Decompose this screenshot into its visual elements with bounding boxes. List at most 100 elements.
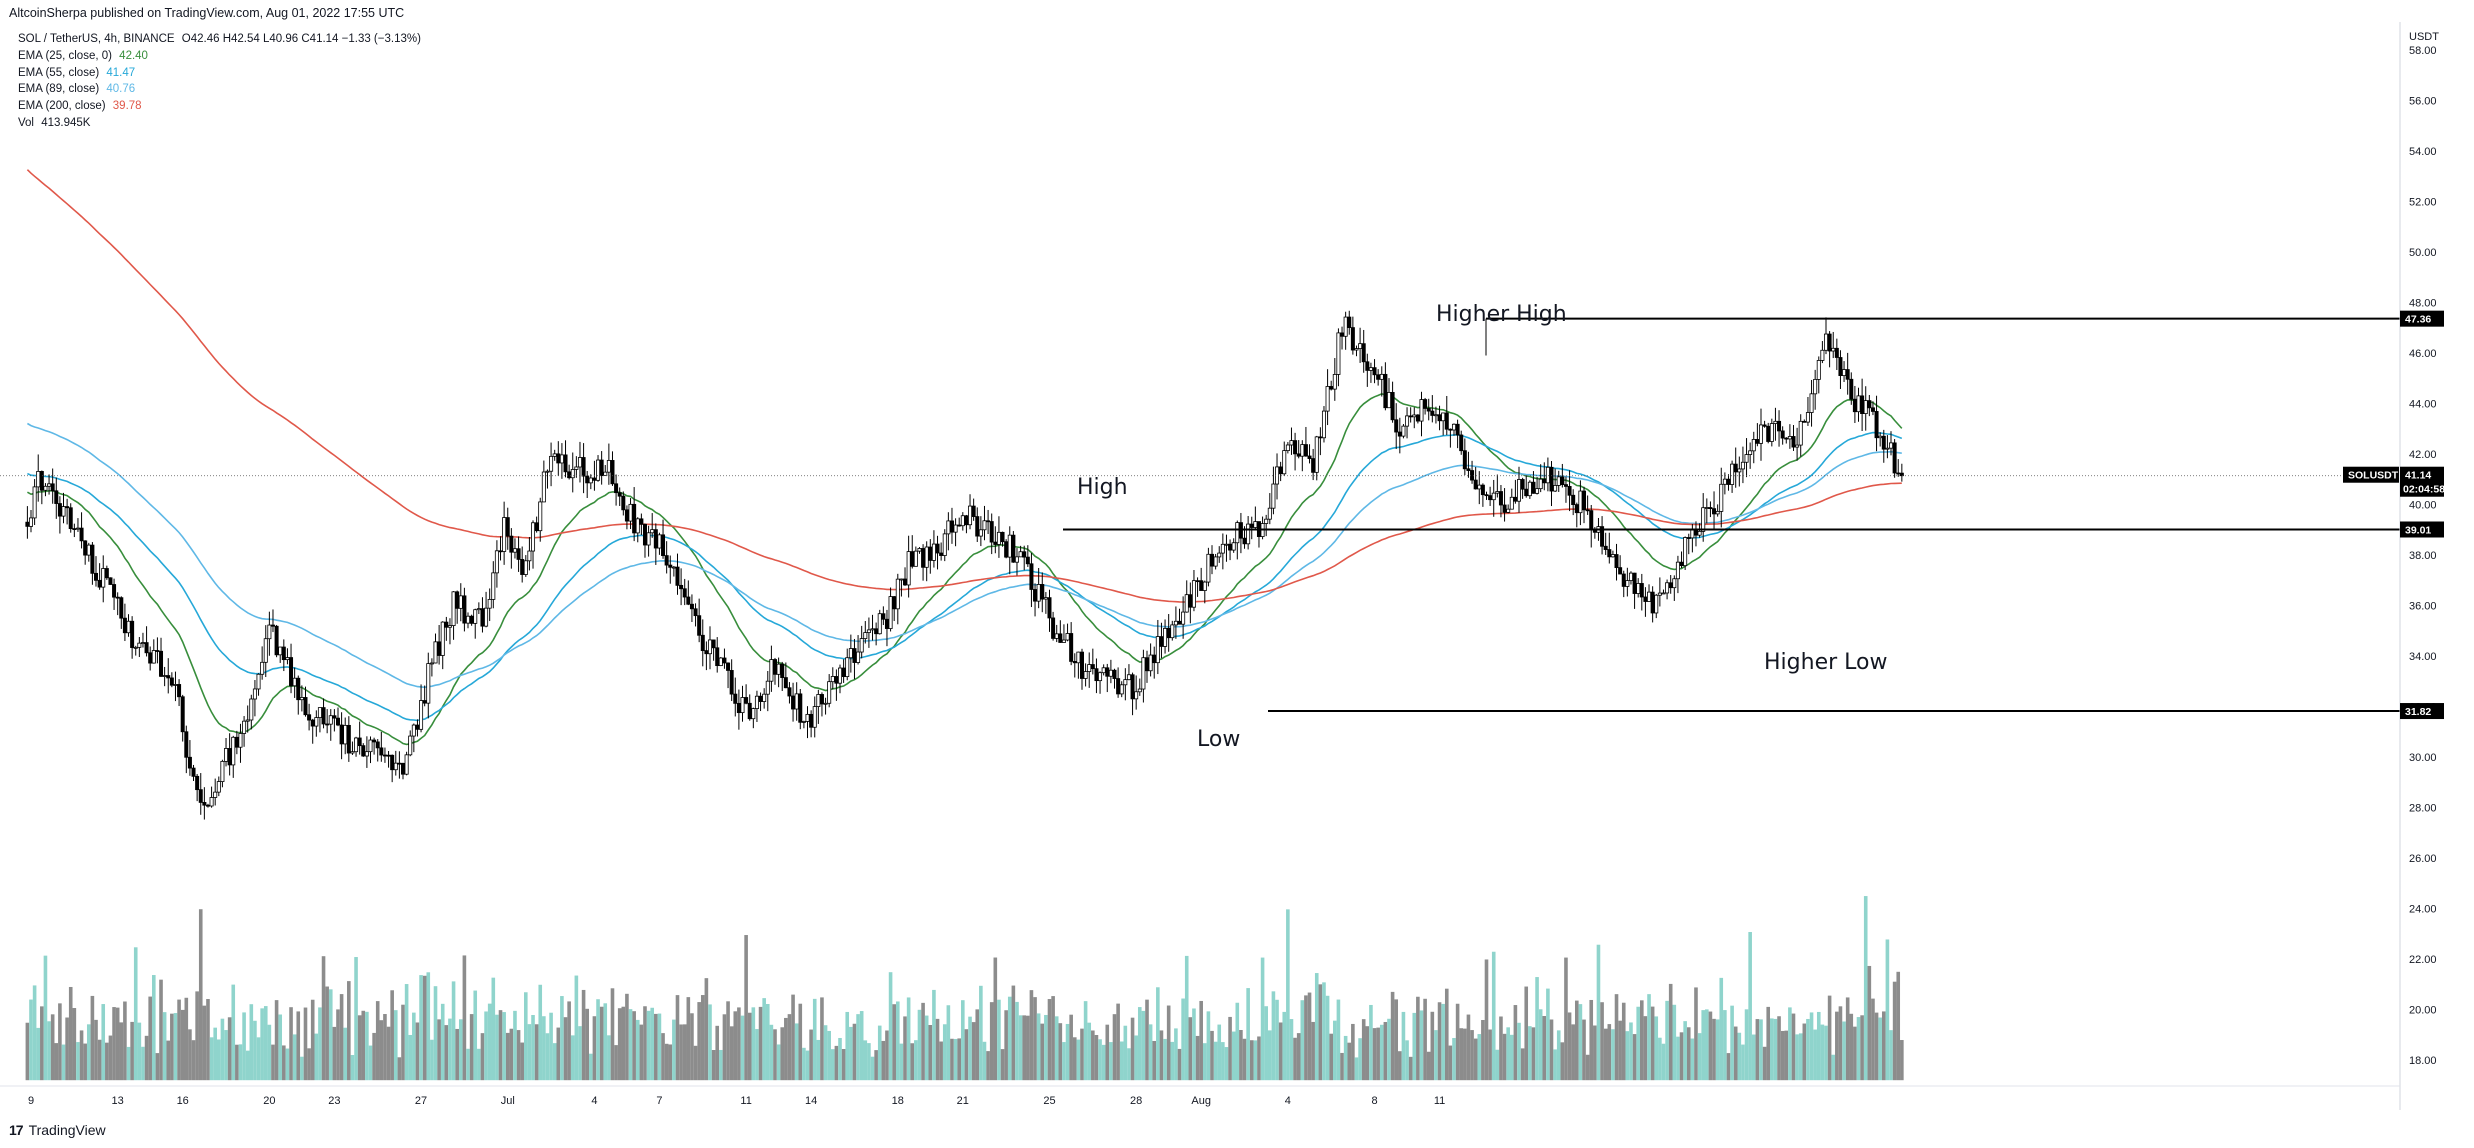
volume-bar <box>1264 1006 1268 1081</box>
volume-bar <box>159 979 163 1081</box>
candle <box>1831 331 1836 359</box>
candle <box>964 514 969 534</box>
candle-body <box>552 453 557 457</box>
candle <box>1390 381 1395 423</box>
legend-ema89[interactable]: EMA (89, close) 40.76 <box>18 81 425 98</box>
candle-body <box>36 471 41 488</box>
volume-bar <box>1307 992 1312 1081</box>
candle <box>263 625 268 678</box>
candle <box>1820 341 1825 364</box>
candle-body <box>1621 573 1626 587</box>
candle-body <box>422 700 427 704</box>
volume-bar <box>856 1014 860 1081</box>
candle-body <box>1051 617 1056 639</box>
candle <box>1701 493 1706 542</box>
candle <box>1336 328 1341 387</box>
volume-bar <box>733 1011 738 1081</box>
volume-bar <box>1166 1005 1171 1081</box>
candle <box>72 523 77 538</box>
volume-bar <box>1574 1000 1579 1081</box>
volume-bar <box>1881 1011 1886 1081</box>
candle-body <box>245 719 250 722</box>
candle-body <box>1845 369 1850 380</box>
candle <box>1054 624 1059 643</box>
candle-body <box>780 663 785 678</box>
candle <box>921 544 926 581</box>
volume-bar <box>668 1044 673 1081</box>
candle-body <box>534 522 539 532</box>
volume-bar <box>209 1037 214 1081</box>
time-axis[interactable]: 9 13 16 20 23 27 Jul 4 7 11 14 18 21 25 28 Aug 4 8 11 <box>0 1085 2400 1107</box>
candle-body <box>1199 580 1204 591</box>
candle-body <box>484 607 489 627</box>
volume-bar <box>1647 994 1651 1081</box>
candle-body <box>1582 490 1587 511</box>
candle-body <box>1311 458 1316 473</box>
candle <box>1784 437 1789 444</box>
volume-bar <box>274 1000 279 1081</box>
candle <box>877 609 882 635</box>
candle <box>870 614 875 641</box>
volume-bar <box>708 1004 712 1081</box>
volume-bar <box>1896 971 1901 1081</box>
volume-bar <box>170 1013 174 1081</box>
legend-ema200[interactable]: EMA (200, close) 39.78 <box>18 98 425 115</box>
candle-body <box>1704 507 1709 509</box>
legend-volume[interactable]: Vol 413.945K <box>18 115 425 132</box>
volume-bar <box>1119 1041 1124 1081</box>
volume-bar <box>484 1011 488 1081</box>
candle <box>996 516 1001 558</box>
candle <box>1773 407 1778 441</box>
candle-body <box>1426 408 1431 412</box>
legend-ema25[interactable]: EMA (25, close, 0) 42.40 <box>18 48 425 65</box>
candle <box>1665 579 1670 600</box>
legend-symbol[interactable]: SOL / TetherUS, 4h, BINANCE <box>18 33 175 45</box>
candle <box>1582 486 1587 524</box>
candle-body <box>679 584 684 590</box>
volume-bar <box>1072 1037 1077 1081</box>
candle <box>1195 577 1200 597</box>
candle-body <box>1282 450 1287 475</box>
price-axis[interactable]: USDT 18.0020.0022.0024.0026.0028.0030.00… <box>2399 22 2439 1110</box>
candle <box>1325 369 1330 426</box>
candle <box>1740 446 1745 484</box>
volume-bar <box>513 1010 517 1081</box>
candle <box>285 648 290 665</box>
candle-body <box>1625 580 1630 587</box>
price-tick-label: 44.00 <box>2409 399 2437 411</box>
volume-bar <box>1878 1017 1882 1081</box>
volume-bar <box>1224 1047 1229 1081</box>
volume-bar <box>592 1016 597 1081</box>
candle <box>809 710 814 738</box>
candle-body <box>523 560 528 575</box>
legend-ema55[interactable]: EMA (55, close) 41.47 <box>18 65 425 82</box>
candle <box>238 723 243 763</box>
volume-bar <box>1863 896 1868 1081</box>
volume-bar <box>415 1022 420 1081</box>
volume-bar <box>1712 1018 1716 1081</box>
candle <box>1423 397 1428 415</box>
candle-body <box>859 638 864 653</box>
candle-body <box>1639 583 1644 598</box>
candle-body <box>191 767 196 777</box>
candle-body <box>1787 436 1792 440</box>
candle-body <box>1213 556 1218 567</box>
candle <box>328 709 333 741</box>
volume-bar <box>357 1015 362 1081</box>
volume-bar <box>242 1012 246 1081</box>
candle-body <box>1455 423 1460 436</box>
volume-bar <box>1813 1029 1817 1081</box>
volume-bar <box>1047 999 1052 1081</box>
candle <box>393 750 398 776</box>
candle-body <box>1726 478 1731 485</box>
candle-body <box>1867 400 1872 409</box>
volume-bar <box>1538 1009 1543 1081</box>
candle <box>364 736 369 768</box>
candle-body <box>317 707 322 718</box>
footer[interactable]: 17 TradingView <box>9 1122 106 1138</box>
volume-bar <box>1748 932 1752 1081</box>
candle <box>1415 414 1420 424</box>
volume-bar <box>1791 1013 1796 1081</box>
candle <box>339 712 344 760</box>
